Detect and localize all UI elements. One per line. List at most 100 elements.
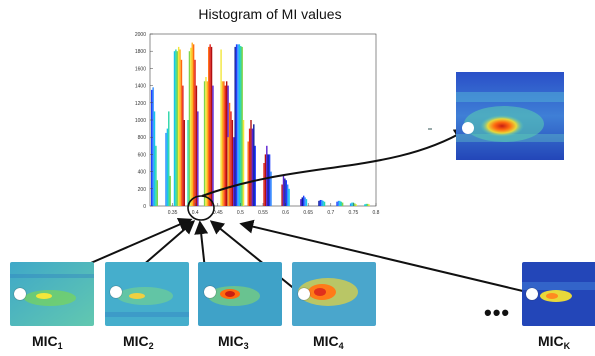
bar [341, 202, 344, 206]
stray-mark [428, 128, 432, 130]
selected-heatmap-graphic [456, 72, 564, 160]
bar [321, 199, 323, 206]
bar [282, 175, 285, 206]
bar [173, 51, 176, 207]
bar [224, 85, 226, 206]
bar [300, 199, 302, 206]
x-tick-label: 0.7 [327, 210, 334, 216]
bar [234, 46, 236, 207]
x-tick-label: 0.55 [258, 210, 268, 216]
bar [225, 81, 228, 206]
bar [366, 203, 369, 206]
x-tick-label: 0.8 [373, 210, 380, 216]
bar [180, 59, 183, 206]
mic-label-1: MIC1 [32, 333, 63, 351]
y-tick-label: 1000 [135, 118, 146, 124]
selected-heatmap-image [456, 72, 564, 160]
bar [205, 77, 207, 206]
mic-label-2: MIC2 [123, 333, 154, 351]
arrow-mic-k [239, 219, 528, 293]
bar [264, 154, 267, 206]
bar [253, 124, 255, 206]
bar [340, 201, 342, 206]
y-tick-label: 800 [138, 135, 147, 141]
bar [227, 137, 229, 206]
bar [364, 204, 366, 206]
bar [304, 197, 306, 206]
y-tick-label: 1800 [135, 49, 146, 55]
mic-image-1 [10, 262, 94, 326]
bar [230, 111, 232, 206]
mic-image-2 [105, 262, 189, 326]
bar [351, 202, 353, 206]
bar [247, 141, 249, 206]
point-dot [14, 288, 26, 300]
mic-label-3: MIC3 [218, 333, 249, 351]
bar [248, 128, 251, 206]
y-tick-label: 200 [138, 187, 147, 193]
bar [212, 85, 214, 206]
chart-title: Histogram of MI values [198, 6, 342, 22]
bar [151, 89, 153, 206]
bar [176, 51, 178, 207]
bar [284, 178, 286, 206]
bar [318, 200, 320, 206]
y-tick-label: 1600 [135, 66, 146, 72]
bar [237, 44, 239, 206]
y-tick-label: 1400 [135, 84, 146, 90]
chart-ticks: 0 200 400 600 800 1000 1200 1400 1600 1800 2000 0.3… [135, 32, 380, 216]
highlight-circle [187, 195, 215, 221]
bar [233, 137, 235, 206]
arrow-to-selected-image [201, 128, 469, 197]
x-tick-label: 0.35 [168, 210, 178, 216]
bar [228, 102, 231, 206]
y-tick-label: 0 [143, 204, 146, 210]
bar [288, 188, 290, 206]
point-dot [298, 288, 310, 300]
bar [206, 81, 209, 206]
bar [153, 111, 156, 206]
bar [270, 171, 272, 206]
x-tick-label: 0.65 [303, 210, 313, 216]
y-tick-label: 400 [138, 170, 147, 176]
x-tick-label: 0.5 [237, 210, 244, 216]
mic-image-k [522, 262, 595, 326]
mic-1-heatmap [10, 262, 94, 326]
ellipsis: ••• [484, 300, 511, 325]
point-dot [204, 286, 216, 298]
x-tick-label: 0.45 [213, 210, 223, 216]
bar [242, 120, 245, 206]
bar [221, 81, 224, 206]
bar [168, 111, 170, 206]
bar [241, 46, 243, 207]
bar [179, 49, 181, 207]
bar [203, 81, 206, 206]
bar [254, 145, 256, 206]
bar [302, 195, 305, 206]
bar [238, 44, 241, 206]
mic-label-k: MICK [538, 333, 571, 351]
bar [231, 120, 234, 206]
bar [169, 175, 171, 206]
bar [349, 203, 352, 206]
bar [182, 85, 184, 206]
bar [240, 46, 242, 206]
bar [187, 120, 189, 206]
bar [235, 44, 238, 206]
chart-bars [151, 42, 370, 207]
mic-image-3 [198, 262, 282, 326]
x-tick-label: 0.4 [192, 210, 199, 216]
bar [336, 201, 338, 206]
bar [209, 44, 211, 206]
bar [281, 184, 283, 206]
bar [195, 85, 198, 206]
bar [266, 145, 268, 206]
bar [183, 120, 185, 206]
mic-label-4: MIC4 [313, 333, 344, 351]
bar [368, 204, 370, 206]
bar [152, 87, 154, 206]
bar [322, 200, 324, 206]
bar [192, 44, 195, 206]
y-tick-label: 1200 [135, 101, 146, 107]
bar [220, 49, 222, 207]
